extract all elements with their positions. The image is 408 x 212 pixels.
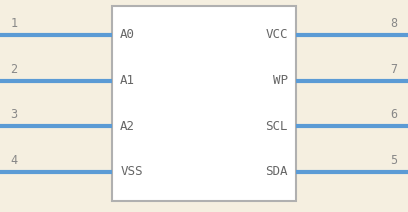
Text: 3: 3	[11, 108, 18, 121]
Text: A0: A0	[120, 28, 135, 42]
Text: A2: A2	[120, 120, 135, 133]
Text: 2: 2	[11, 63, 18, 75]
Text: SDA: SDA	[265, 165, 288, 178]
Text: 5: 5	[390, 154, 397, 167]
Text: 1: 1	[11, 17, 18, 30]
Text: SCL: SCL	[265, 120, 288, 133]
Text: VCC: VCC	[265, 28, 288, 42]
Text: VSS: VSS	[120, 165, 143, 178]
Text: 7: 7	[390, 63, 397, 75]
Text: 6: 6	[390, 108, 397, 121]
Text: 4: 4	[11, 154, 18, 167]
Text: WP: WP	[273, 74, 288, 87]
Text: A1: A1	[120, 74, 135, 87]
Bar	[112, 6, 296, 201]
Text: 8: 8	[390, 17, 397, 30]
